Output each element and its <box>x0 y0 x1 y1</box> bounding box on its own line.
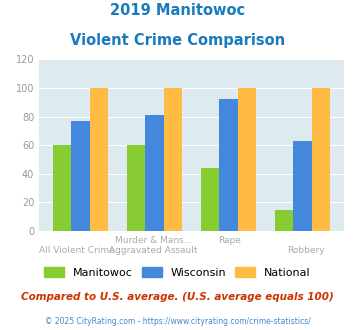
Bar <box>71 121 90 231</box>
Text: 2019 Manitowoc: 2019 Manitowoc <box>110 3 245 18</box>
Text: Violent Crime Comparison: Violent Crime Comparison <box>70 33 285 48</box>
Bar <box>238 88 256 231</box>
Bar <box>146 115 164 231</box>
Text: Robbery: Robbery <box>288 246 325 255</box>
Bar <box>127 145 146 231</box>
Bar <box>53 145 71 231</box>
Text: © 2025 CityRating.com - https://www.cityrating.com/crime-statistics/: © 2025 CityRating.com - https://www.city… <box>45 317 310 326</box>
Bar <box>164 88 182 231</box>
Bar <box>275 210 294 231</box>
Bar <box>294 141 312 231</box>
Bar <box>219 99 238 231</box>
Text: Aggravated Assault: Aggravated Assault <box>109 246 198 255</box>
Text: All Violent Crime: All Violent Crime <box>39 246 115 255</box>
Bar <box>90 88 108 231</box>
Text: Murder & Mans...: Murder & Mans... <box>115 236 192 245</box>
Text: Compared to U.S. average. (U.S. average equals 100): Compared to U.S. average. (U.S. average … <box>21 292 334 302</box>
Bar <box>312 88 331 231</box>
Bar <box>201 168 219 231</box>
Text: Rape: Rape <box>218 236 241 245</box>
Legend: Manitowoc, Wisconsin, National: Manitowoc, Wisconsin, National <box>40 263 315 282</box>
